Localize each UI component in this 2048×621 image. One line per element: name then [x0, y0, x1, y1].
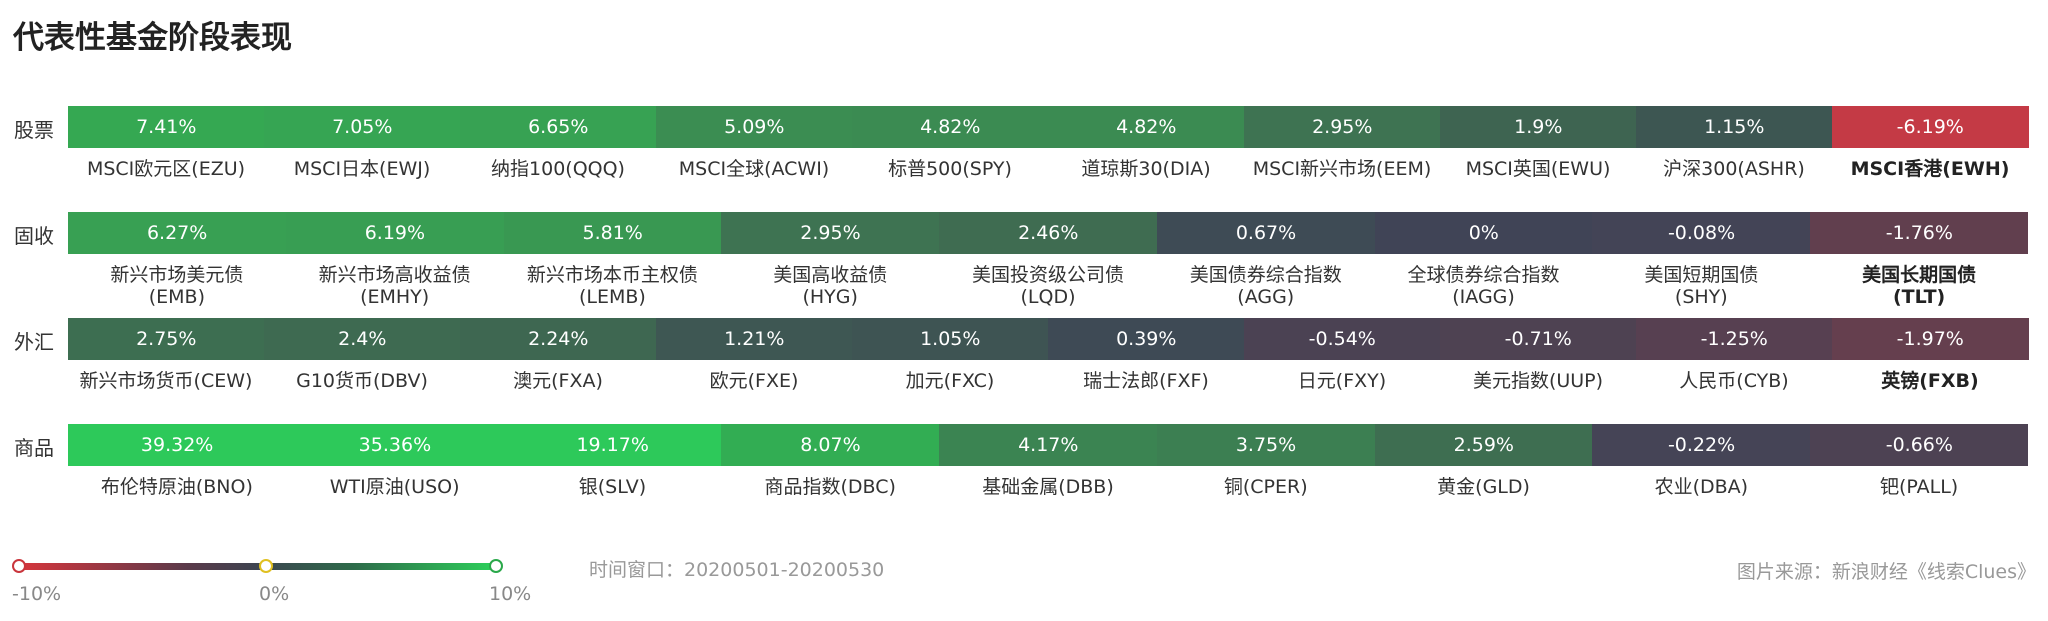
heatmap-cell: -6.19% — [1832, 106, 2029, 148]
heatmap-cell: -0.66% — [1810, 424, 2029, 466]
cell-label: 美国长期国债 (TLT) — [1862, 264, 1977, 308]
cell-label: 日元(FXY) — [1297, 370, 1387, 392]
heatmap-cell: -1.97% — [1832, 318, 2029, 360]
heatmap-cell: -0.71% — [1440, 318, 1637, 360]
cell-label: MSCI全球(ACWI) — [678, 158, 830, 180]
heatmap-cell: 8.07% — [721, 424, 940, 466]
heatmap-cell: 1.21% — [656, 318, 853, 360]
cell-label: 新兴市场美元债 (EMB) — [110, 264, 244, 308]
heatmap-cell: 6.19% — [285, 212, 505, 254]
heatmap-cell: 0.67% — [1156, 212, 1376, 254]
cell-label: 钯(PALL) — [1879, 476, 1959, 498]
heatmap-cell: 35.36% — [285, 424, 505, 466]
heatmap-cell: 1.9% — [1440, 106, 1637, 148]
heatmap-cell: -0.54% — [1244, 318, 1441, 360]
cell-label: 商品指数(DBC) — [764, 476, 896, 498]
heatmap-cell: -0.08% — [1592, 212, 1811, 254]
cell-label: 铜(CPER) — [1223, 476, 1308, 498]
cell-label: 沪深300(ASHR) — [1663, 158, 1805, 180]
heatmap-cell: 4.17% — [939, 424, 1158, 466]
heatmap-cell: 7.41% — [68, 106, 265, 148]
heatmap-cell: 2.59% — [1374, 424, 1593, 466]
cell-label: 瑞士法郎(FXF) — [1083, 370, 1209, 392]
heatmap-cell: 2.95% — [721, 212, 940, 254]
cell-label: MSCI新兴市场(EEM) — [1252, 158, 1432, 180]
color-scale-bar — [19, 563, 497, 570]
cell-label: 澳元(FXA) — [513, 370, 603, 392]
heatmap-cell: 0.39% — [1048, 318, 1245, 360]
cell-label: 加元(FXC) — [905, 370, 995, 392]
row-label: 商品 — [14, 436, 54, 460]
legend-max-marker — [489, 559, 503, 573]
cell-label: 标普500(SPY) — [888, 158, 1012, 180]
cell-label: 新兴市场货币(CEW) — [79, 370, 253, 392]
cell-label: 布伦特原油(BNO) — [100, 476, 253, 498]
heatmap-cell: 2.95% — [1244, 106, 1441, 148]
heatmap-cell: 0% — [1374, 212, 1593, 254]
cell-label: 英镑(FXB) — [1881, 370, 1979, 392]
heatmap-cell: 2.75% — [68, 318, 265, 360]
row-label: 固收 — [14, 224, 54, 248]
time-window: 时间窗口：20200501-20200530 — [589, 559, 885, 581]
cell-label: WTI原油(USO) — [329, 476, 460, 498]
cell-label: MSCI香港(EWH) — [1850, 158, 2010, 180]
cell-label: 人民币(CYB) — [1679, 370, 1789, 392]
legend-max-label: 10% — [489, 583, 532, 605]
cell-label: 全球债券综合指数 (IAGG) — [1407, 264, 1560, 308]
cell-label: 银(SLV) — [578, 476, 647, 498]
heatmap-cell: 3.75% — [1156, 424, 1376, 466]
legend-mid-marker — [259, 559, 273, 573]
heatmap-cell: -1.76% — [1810, 212, 2029, 254]
cell-label: 欧元(FXE) — [709, 370, 799, 392]
cell-label: 黄金(GLD) — [1437, 476, 1530, 498]
cell-label: 纳指100(QQQ) — [491, 158, 625, 180]
cell-label: 新兴市场高收益债 (EMHY) — [318, 264, 471, 308]
page-title: 代表性基金阶段表现 — [13, 20, 292, 56]
cell-label: 美国债券综合指数 (AGG) — [1189, 264, 1342, 308]
heatmap-cell: 1.05% — [852, 318, 1049, 360]
heatmap-cell: 6.65% — [460, 106, 657, 148]
heatmap-cell: 4.82% — [1048, 106, 1245, 148]
legend-min-marker — [12, 559, 26, 573]
cell-label: 农业(DBA) — [1654, 476, 1749, 498]
legend-min-label: -10% — [12, 583, 62, 605]
cell-label: 新兴市场本币主权债 (LEMB) — [526, 264, 698, 308]
heatmap-cell: 2.24% — [460, 318, 657, 360]
cell-label: 道琼斯30(DIA) — [1081, 158, 1211, 180]
heatmap-cell: 4.82% — [852, 106, 1049, 148]
heatmap-cell: 1.15% — [1636, 106, 1833, 148]
heatmap-cell: 6.27% — [68, 212, 287, 254]
source-note: 图片来源：新浪财经《线索Clues》 — [1736, 561, 2036, 583]
row-label: 外汇 — [14, 330, 54, 354]
heatmap-cell: 5.81% — [503, 212, 722, 254]
heatmap-cell: 7.05% — [264, 106, 461, 148]
cell-label: 美国短期国债 (SHY) — [1644, 264, 1759, 308]
heatmap-cell: -1.25% — [1636, 318, 1833, 360]
legend-mid-label: 0% — [259, 583, 290, 605]
heatmap-cell: 5.09% — [656, 106, 853, 148]
cell-label: MSCI英国(EWU) — [1465, 158, 1611, 180]
cell-label: 美国投资级公司债 (LQD) — [971, 264, 1124, 308]
heatmap-cell: -0.22% — [1592, 424, 1811, 466]
heatmap-cell: 19.17% — [503, 424, 722, 466]
cell-label: MSCI欧元区(EZU) — [86, 158, 246, 180]
heatmap-cell: 2.4% — [264, 318, 461, 360]
heatmap-cell: 39.32% — [68, 424, 287, 466]
cell-label: 美国高收益债 (HYG) — [773, 264, 888, 308]
cell-label: 美元指数(UUP) — [1472, 370, 1604, 392]
row-label: 股票 — [14, 118, 54, 142]
cell-label: 基础金属(DBB) — [982, 476, 1114, 498]
heatmap-cell: 2.46% — [939, 212, 1158, 254]
cell-label: G10货币(DBV) — [296, 370, 428, 392]
cell-label: MSCI日本(EWJ) — [293, 158, 431, 180]
